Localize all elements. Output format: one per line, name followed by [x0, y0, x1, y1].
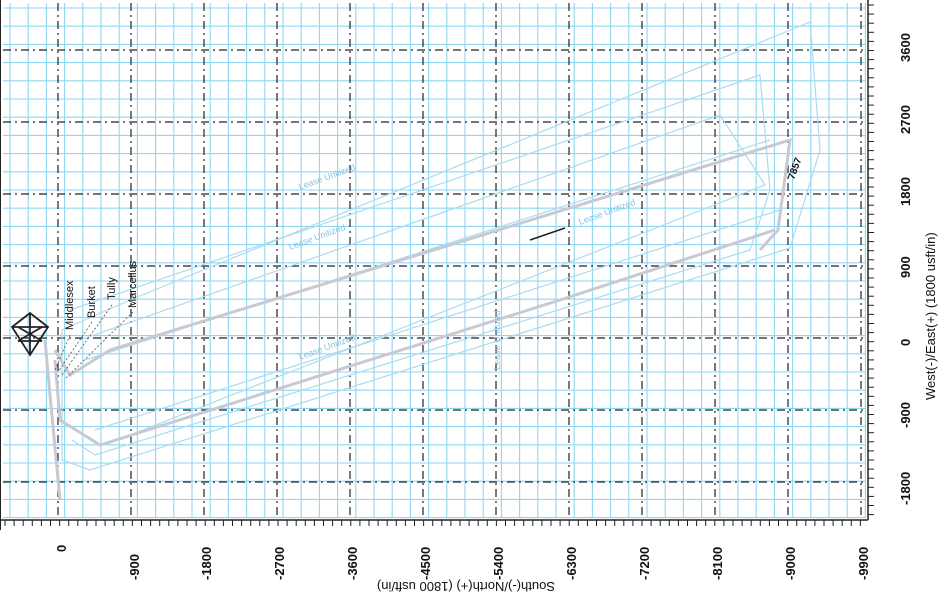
y-tick-label: 900: [898, 256, 913, 278]
x-tick-label: -2700: [272, 547, 287, 580]
lease-boundary-mid: [69, 74, 771, 456]
bottom-axis: [0, 519, 868, 526]
hardline-lower: [94, 209, 781, 431]
grid: [3, 3, 866, 519]
lease-boundary-inner: [79, 114, 766, 446]
x-tick-label: -900: [127, 554, 142, 580]
wellbore-laterals: [43, 137, 792, 501]
formation-labels: Middlesex Burket Tully Marcellus: [64, 260, 139, 330]
lateral-marker: [529, 227, 566, 241]
y-tick-label: 1800: [898, 177, 913, 206]
drilling-rig-icon: [10, 311, 50, 357]
y-tick-label: 0: [898, 339, 913, 346]
y-axis-title: West(-)/East(+) (1800 usft/in): [923, 232, 938, 400]
x-tick-label: -3600: [345, 547, 360, 580]
y-tick-label: -1800: [898, 472, 913, 505]
x-tick-label: 0: [54, 545, 69, 552]
x-tick-label: -6300: [564, 547, 579, 580]
formation-label-tully: Tully: [106, 277, 118, 300]
y-tick-label: 3600: [898, 33, 913, 62]
bottom-tick-labels: 0 -900 -1800 -2700 -3600 -4500 -5400 -63…: [54, 545, 871, 580]
x-tick-label: -7200: [637, 547, 652, 580]
faint-label: Lease Unitized: [492, 310, 502, 370]
lateral-lower: [53, 228, 776, 447]
formation-label-middlesex: Middlesex: [64, 280, 76, 330]
formation-label-marcellus: Marcellus: [127, 260, 139, 308]
lateral-upper: [53, 137, 792, 378]
x-tick-label: -5400: [491, 547, 506, 580]
x-tick-label: -9900: [856, 547, 871, 580]
x-tick-label: -8100: [710, 547, 725, 580]
x-tick-label: -9000: [783, 547, 798, 580]
y-tick-label: 2700: [898, 105, 913, 134]
lease-boundary-outer: [61, 21, 821, 471]
right-axis: [867, 0, 874, 520]
y-tick-label: -900: [898, 402, 913, 428]
x-tick-label: -1800: [199, 547, 214, 580]
formation-label-burket: Burket: [86, 286, 98, 318]
right-tick-labels: 3600 2700 1800 900 0 -900 -1800: [898, 33, 913, 505]
vertical-section: [43, 339, 62, 501]
x-tick-label: -4500: [418, 547, 433, 580]
x-axis-title: South(-)/North(+) (1800 usft/in): [377, 579, 555, 594]
